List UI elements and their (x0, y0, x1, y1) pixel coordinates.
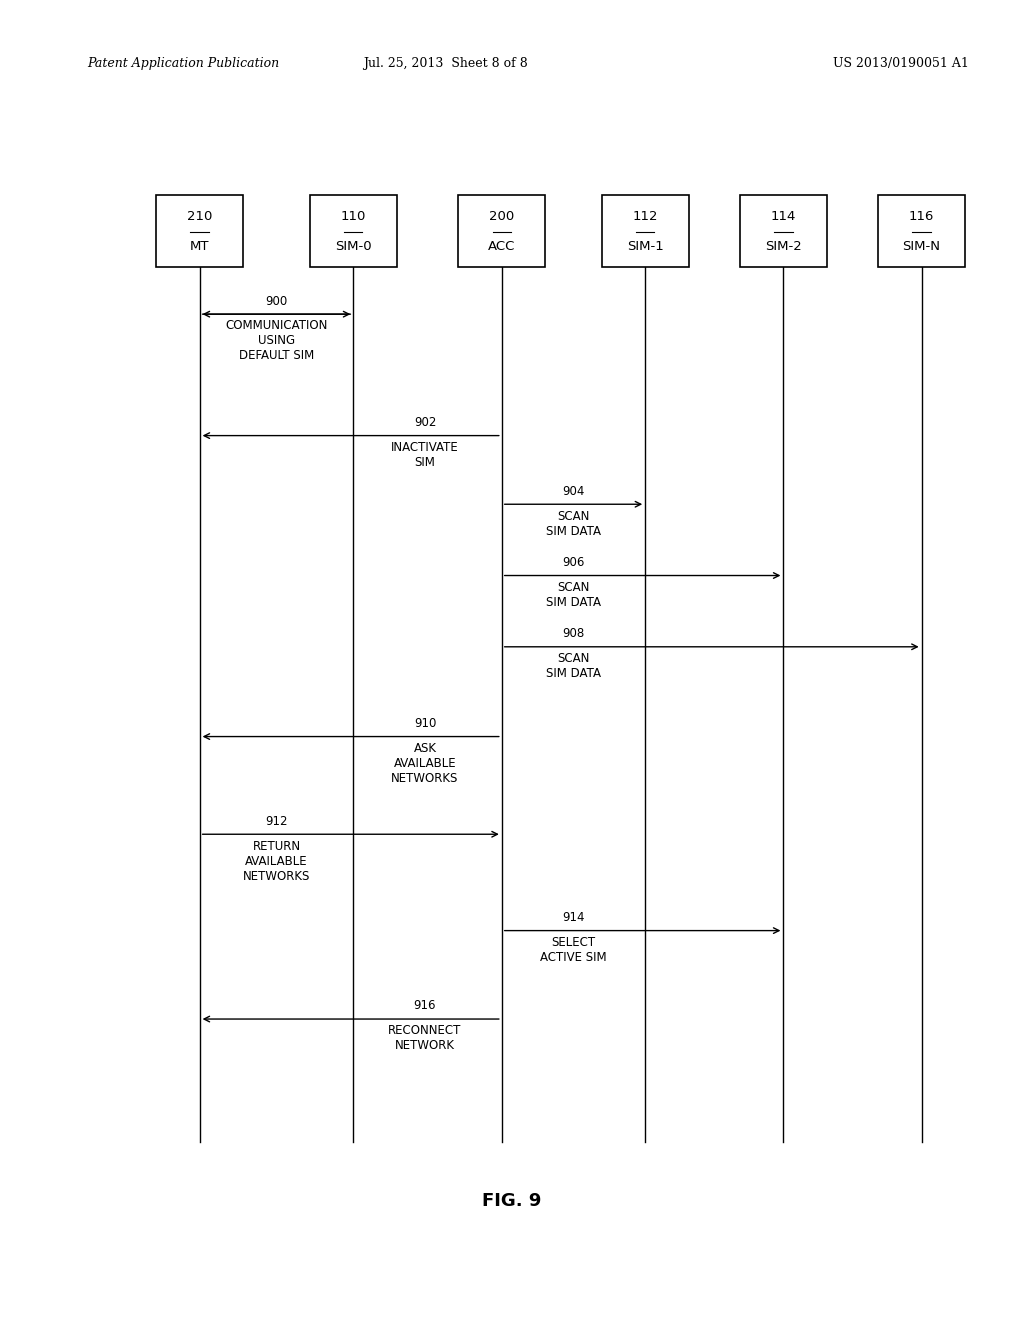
Text: 900: 900 (265, 294, 288, 308)
Text: 904: 904 (562, 484, 585, 498)
Text: FIG. 9: FIG. 9 (482, 1192, 542, 1210)
Text: ASK
AVAILABLE
NETWORKS: ASK AVAILABLE NETWORKS (391, 742, 459, 785)
Text: Jul. 25, 2013  Sheet 8 of 8: Jul. 25, 2013 Sheet 8 of 8 (364, 57, 527, 70)
Text: 902: 902 (414, 416, 436, 429)
Text: 112: 112 (633, 210, 657, 223)
Text: US 2013/0190051 A1: US 2013/0190051 A1 (834, 57, 969, 70)
Text: 914: 914 (562, 911, 585, 924)
Text: MT: MT (189, 240, 210, 253)
Text: 200: 200 (489, 210, 514, 223)
Text: INACTIVATE
SIM: INACTIVATE SIM (391, 441, 459, 469)
Text: 910: 910 (414, 717, 436, 730)
Text: 110: 110 (341, 210, 366, 223)
Bar (459, 194, 545, 267)
Text: SCAN
SIM DATA: SCAN SIM DATA (546, 510, 601, 537)
Text: 906: 906 (562, 556, 585, 569)
Text: Patent Application Publication: Patent Application Publication (87, 57, 280, 70)
Text: SELECT
ACTIVE SIM: SELECT ACTIVE SIM (540, 936, 607, 964)
Text: 210: 210 (187, 210, 212, 223)
Text: 912: 912 (265, 814, 288, 828)
Bar (739, 194, 827, 267)
Bar (602, 194, 688, 267)
Bar (156, 194, 244, 267)
Text: RETURN
AVAILABLE
NETWORKS: RETURN AVAILABLE NETWORKS (243, 840, 310, 883)
Text: COMMUNICATION
USING
DEFAULT SIM: COMMUNICATION USING DEFAULT SIM (225, 319, 328, 363)
Text: SIM-2: SIM-2 (765, 240, 802, 253)
Text: RECONNECT
NETWORK: RECONNECT NETWORK (388, 1024, 462, 1052)
Text: SIM-1: SIM-1 (627, 240, 664, 253)
Text: 916: 916 (414, 999, 436, 1012)
Text: 114: 114 (771, 210, 796, 223)
Text: 116: 116 (909, 210, 934, 223)
Bar (309, 194, 397, 267)
Bar (879, 194, 965, 267)
Text: SCAN
SIM DATA: SCAN SIM DATA (546, 581, 601, 609)
Text: 908: 908 (562, 627, 585, 640)
Text: SCAN
SIM DATA: SCAN SIM DATA (546, 652, 601, 680)
Text: ACC: ACC (488, 240, 515, 253)
Text: SIM-0: SIM-0 (335, 240, 372, 253)
Text: SIM-N: SIM-N (902, 240, 941, 253)
